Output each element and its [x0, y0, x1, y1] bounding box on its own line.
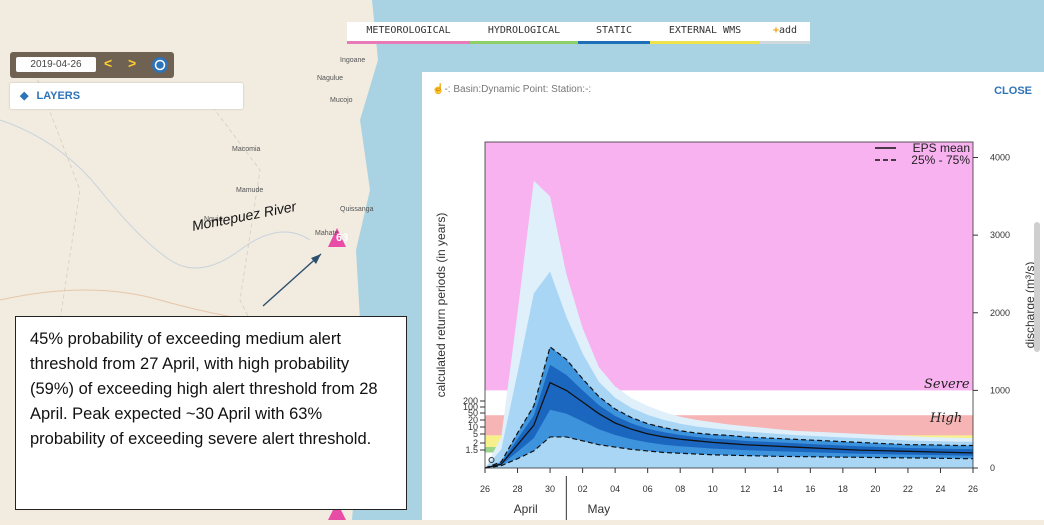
x-axis-tick-label: 22 [903, 484, 913, 494]
x-axis-tick-label: 30 [545, 484, 555, 494]
left-axis-label: calculated return periods (in years) [434, 213, 448, 398]
tab-hydrological[interactable]: HYDROLOGICAL [470, 22, 578, 44]
ensemble-iqr-band [485, 346, 973, 468]
series-line-lower-quartile [484, 436, 974, 469]
x-axis-tick-label: 14 [773, 484, 783, 494]
x-axis-tick-label: 26 [968, 484, 978, 494]
right-axis-tick-label: 4000 [990, 153, 1010, 163]
refresh-icon[interactable] [150, 55, 170, 75]
left-axis-tick-label: 1.5 [465, 445, 478, 455]
x-axis-tick-label: 08 [675, 484, 685, 494]
left-axis-tick-label: 20 [468, 415, 478, 425]
severe-label: Severe [924, 377, 970, 392]
month-label-may: May [588, 502, 611, 516]
right-axis-tick-label: 2000 [990, 308, 1010, 318]
place-label: Nagulue [317, 75, 344, 82]
annotation-note: 45% probability of exceeding medium aler… [15, 316, 407, 510]
layers-button[interactable]: ◆ LAYERS [10, 83, 243, 109]
place-label: Mamude [236, 187, 264, 194]
x-axis-tick-label: 12 [740, 484, 750, 494]
tab-add[interactable]: +add [760, 22, 810, 44]
x-axis-tick-label: 18 [838, 484, 848, 494]
left-axis-tick-label: 200 [463, 396, 478, 406]
legend-label-eps-mean: EPS mean [913, 141, 970, 155]
x-axis-tick-label: 28 [513, 484, 523, 494]
place-label: Nquia [204, 216, 223, 223]
plus-icon: + [772, 25, 779, 36]
place-label: Ingoane [340, 57, 366, 64]
left-axis-tick-label: 100 [463, 402, 478, 412]
x-axis-tick-label: 16 [805, 484, 815, 494]
place-label: Quissanga [340, 206, 374, 213]
place-label: Macomia [232, 146, 261, 153]
layers-icon: ◆ [20, 90, 29, 102]
left-axis-tick-label: 50 [468, 408, 478, 418]
station-value: 63 [336, 232, 349, 244]
x-axis-tick-label: 24 [935, 484, 945, 494]
right-axis-tick-label: 1000 [990, 385, 1010, 395]
tab-meteorological[interactable]: METEOROLOGICAL [347, 22, 470, 44]
panel-scrollbar [1034, 222, 1040, 352]
right-axis-tick-label: 0 [990, 463, 995, 473]
date-field[interactable]: 2019-04-26 [16, 57, 96, 72]
left-axis-tick-label: 10 [468, 422, 478, 432]
x-axis-tick-label: 20 [870, 484, 880, 494]
right-axis-label: discharge (m³/s) [1023, 262, 1037, 349]
x-axis-tick-label: 26 [480, 484, 490, 494]
series-line-eps-mean [484, 381, 974, 469]
tab-static[interactable]: STATIC [578, 22, 650, 44]
date-navigator: 2019-04-26 < > [10, 52, 174, 78]
legend-label-iqr: 25% - 75% [911, 153, 970, 167]
x-axis-tick-label: 02 [578, 484, 588, 494]
prev-date-button[interactable]: < [104, 55, 113, 71]
x-axis-tick-label: 10 [708, 484, 718, 494]
panel-title: ☝-: Basin:Dynamic Point: Station:-: [432, 84, 592, 95]
origin-marker [488, 457, 495, 463]
left-axis-tick-label: 2 [473, 438, 478, 448]
plot-frame [484, 141, 974, 469]
high-label: High [930, 411, 963, 426]
layer-tabs: METEOROLOGICAL HYDROLOGICAL STATIC EXTER… [347, 22, 810, 44]
x-axis-tick-label: 06 [643, 484, 653, 494]
station-marker[interactable] [328, 228, 346, 247]
ensemble-core-band [485, 364, 973, 468]
next-date-button[interactable]: > [128, 55, 137, 71]
chart-panel: ☝-: Basin:Dynamic Point: Station:-: CLOS… [422, 72, 1044, 520]
right-axis-tick-label: 3000 [990, 230, 1010, 240]
pointer-icon: ☝ [432, 84, 445, 95]
left-axis-tick-label: 5 [473, 429, 478, 439]
x-axis-tick-label: 04 [610, 484, 620, 494]
series-line-upper-quartile [484, 345, 973, 469]
place-label: Mahate [315, 230, 339, 237]
place-label: Mucojo [330, 97, 353, 104]
tab-external-wms[interactable]: EXTERNAL WMS [650, 22, 760, 44]
month-label-april: April [514, 502, 538, 516]
close-button[interactable]: CLOSE [994, 85, 1032, 97]
